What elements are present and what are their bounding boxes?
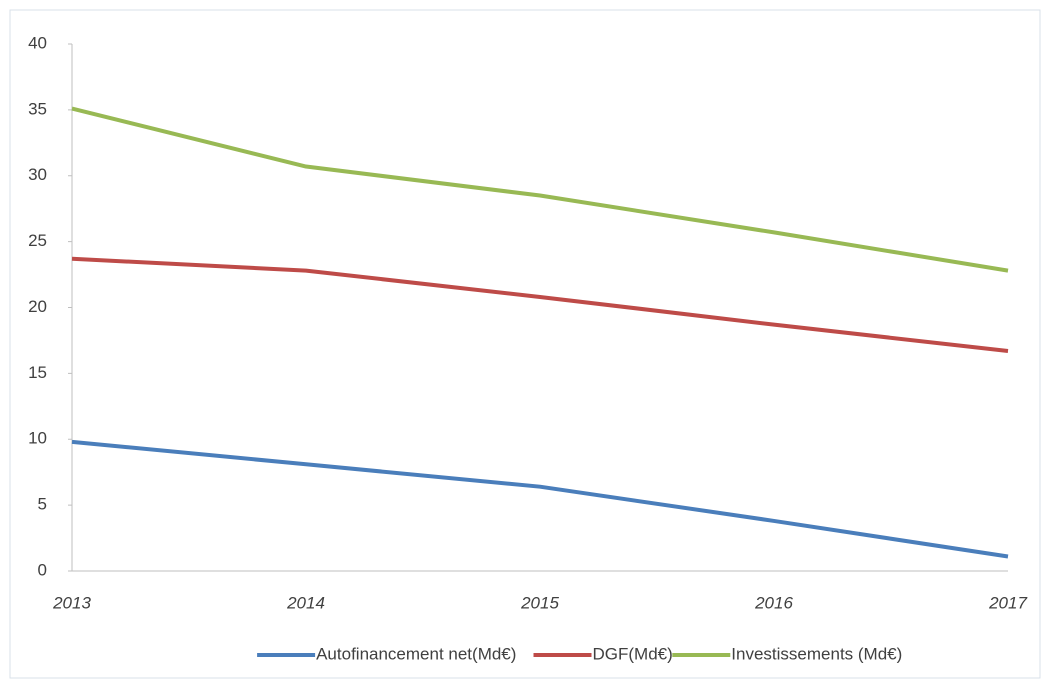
y-tick-label: 20 xyxy=(28,297,47,316)
legend-label: Autofinancement net(Md€) xyxy=(316,644,516,663)
x-tick-label: 2015 xyxy=(520,593,559,612)
y-tick-label: 35 xyxy=(28,99,47,118)
y-tick-label: 0 xyxy=(38,560,47,579)
y-tick-label: 5 xyxy=(38,495,47,514)
line-series xyxy=(71,439,1009,559)
y-tick-label: 30 xyxy=(28,165,47,184)
y-tick-label: 25 xyxy=(28,231,47,250)
x-tick-label: 2014 xyxy=(286,593,325,612)
legend-label: Investissements (Md€) xyxy=(731,644,902,663)
legend-label: DGF(Md€) xyxy=(593,644,673,663)
y-tick-label: 10 xyxy=(28,429,47,448)
x-tick-label: 2016 xyxy=(754,593,793,612)
line-series xyxy=(71,256,1009,353)
x-tick-label: 2017 xyxy=(988,593,1027,612)
line-series xyxy=(71,106,1009,273)
y-tick-label: 15 xyxy=(28,363,47,382)
chart-frame xyxy=(9,9,1041,679)
y-tick-label: 40 xyxy=(28,33,47,52)
x-tick-label: 2013 xyxy=(52,593,91,612)
